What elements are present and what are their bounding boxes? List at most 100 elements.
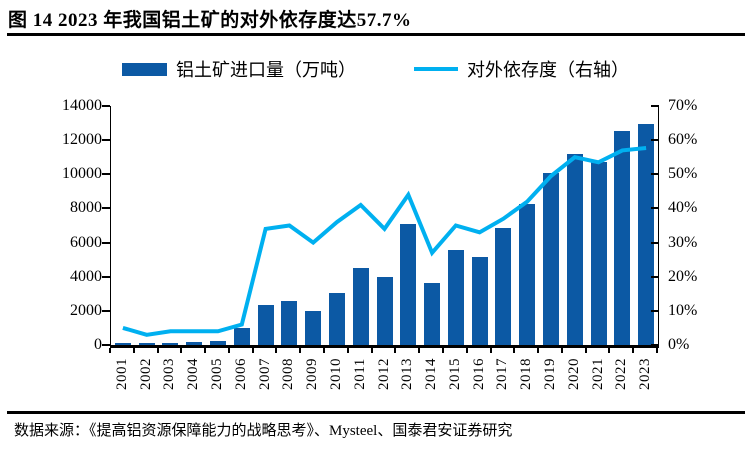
x-axis-year-label: 2008	[280, 358, 297, 390]
import-bar	[352, 268, 369, 345]
title-divider	[7, 33, 745, 36]
left-axis-tick	[102, 173, 110, 176]
right-axis-tick	[651, 105, 659, 107]
legend-line-label: 对外依存度（右轴）	[467, 60, 629, 80]
import-bar	[257, 305, 274, 345]
import-bar	[328, 292, 345, 345]
x-axis-tick	[441, 348, 444, 353]
right-axis-tick	[651, 207, 659, 210]
x-axis-tick	[299, 348, 302, 353]
x-axis-year-label: 2013	[399, 358, 416, 390]
left-axis-tick	[102, 105, 110, 107]
plot-area	[110, 106, 659, 348]
x-axis-tick	[418, 348, 421, 353]
legend-bar-label: 铝土矿进口量（万吨）	[176, 60, 356, 80]
right-axis-tick-label: 30%	[668, 233, 698, 251]
x-axis-year-label: 2005	[209, 358, 226, 390]
x-axis-year-label: 2009	[304, 358, 321, 390]
import-bar	[305, 311, 322, 345]
x-axis-year-label: 2016	[470, 358, 487, 390]
left-axis-tick-label: 0	[94, 336, 102, 353]
right-axis-tick	[651, 241, 659, 244]
x-axis-tick	[513, 348, 516, 353]
right-axis-tick-label: 50%	[668, 165, 698, 183]
x-axis-year-label: 2015	[446, 358, 463, 390]
x-axis-year-label: 2020	[565, 358, 582, 390]
import-bar	[638, 123, 655, 345]
x-axis-tick	[584, 348, 587, 353]
import-bar	[590, 161, 607, 345]
x-axis-year-label: 2022	[613, 358, 630, 390]
right-axis-tick	[651, 309, 659, 312]
x-axis-year-label: 2019	[541, 358, 558, 390]
x-axis-tick	[608, 348, 611, 353]
x-axis-year-label: 2006	[232, 358, 249, 390]
left-axis-tick	[102, 275, 110, 278]
x-axis-year-label: 2007	[256, 358, 273, 390]
left-axis-tick	[102, 241, 110, 244]
x-axis-year-label: 2017	[494, 358, 511, 390]
x-axis-tick	[251, 348, 254, 353]
import-bar	[138, 343, 155, 345]
left-axis-tick	[102, 139, 110, 142]
left-axis-tick-label: 6000	[70, 233, 102, 251]
x-axis-year-label: 2001	[113, 358, 130, 390]
right-axis-tick-label: 70%	[668, 97, 698, 114]
x-axis-tick	[632, 348, 635, 353]
x-axis-year-label: 2002	[137, 358, 154, 390]
data-source: 数据来源：《提高铝资源保障能力的战略思考》、Mysteel、国泰君安证券研究	[14, 423, 513, 439]
legend: 铝土矿进口量（万吨） 对外依存度（右轴）	[0, 56, 751, 82]
import-bar	[614, 130, 631, 345]
left-axis-tick-label: 8000	[70, 199, 102, 217]
import-bar	[281, 300, 298, 345]
x-axis-tick	[204, 348, 207, 353]
x-axis-tick	[537, 348, 540, 353]
left-axis-tick	[102, 344, 110, 346]
import-bar	[376, 277, 393, 345]
right-axis-tick-label: 10%	[668, 301, 698, 319]
import-bar	[424, 283, 441, 345]
right-axis-tick-label: 0%	[668, 336, 690, 353]
x-axis-tick	[489, 348, 492, 353]
import-bar	[162, 342, 179, 345]
x-axis-tick	[227, 348, 230, 353]
right-axis-tick-label: 60%	[668, 131, 698, 149]
x-axis-year-label: 2021	[589, 358, 606, 390]
x-axis-tick	[394, 348, 397, 353]
x-axis-year-label: 2010	[327, 358, 344, 390]
import-bar	[519, 204, 536, 345]
import-bar	[400, 224, 417, 345]
x-axis-tick	[180, 348, 183, 353]
x-axis-tick	[346, 348, 349, 353]
left-axis-tick-label: 2000	[70, 301, 102, 319]
right-axis-tick	[651, 275, 659, 278]
import-bar	[495, 227, 512, 345]
x-axis-tick	[132, 348, 135, 353]
import-bar	[114, 343, 131, 345]
left-axis-tick-label: 4000	[70, 267, 102, 285]
x-axis-year-label: 2011	[351, 358, 368, 390]
x-axis-year-label: 2014	[423, 358, 440, 390]
left-axis-tick-label: 10000	[62, 165, 102, 183]
x-axis-year-label: 2012	[375, 358, 392, 390]
x-axis-tick	[560, 348, 563, 353]
x-axis-tick	[465, 348, 468, 353]
import-bar	[210, 341, 227, 345]
figure-title: 图 14 2023 年我国铝土矿的对外依存度达57.7%	[8, 10, 412, 31]
line-series-swatch-icon	[414, 67, 458, 71]
x-axis-year-label: 2004	[185, 358, 202, 390]
import-bar	[186, 342, 203, 345]
right-axis-tick	[651, 139, 659, 142]
dependence-line	[122, 146, 647, 337]
x-axis-tick	[275, 348, 278, 353]
import-bar	[542, 173, 559, 345]
x-axis-tick	[656, 348, 658, 353]
right-axis-tick	[651, 344, 659, 346]
x-axis-year-label: 2023	[637, 358, 654, 390]
legend-item-imports: 铝土矿进口量（万吨）	[122, 56, 356, 82]
footer-divider	[7, 411, 745, 414]
left-axis-tick	[102, 207, 110, 210]
bar-series-swatch-icon	[122, 62, 167, 76]
right-axis-tick-label: 20%	[668, 267, 698, 285]
